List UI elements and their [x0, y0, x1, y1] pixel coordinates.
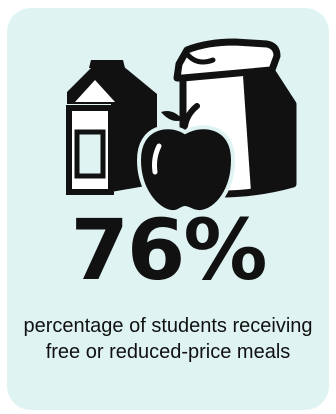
stat-card: 76% percentage of students receiving fre…	[7, 8, 329, 410]
apple-icon	[136, 103, 236, 215]
stat-value: 76%	[70, 201, 267, 299]
stat-caption: percentage of students receiving free or…	[23, 315, 313, 363]
lunch-illustration	[7, 8, 329, 218]
